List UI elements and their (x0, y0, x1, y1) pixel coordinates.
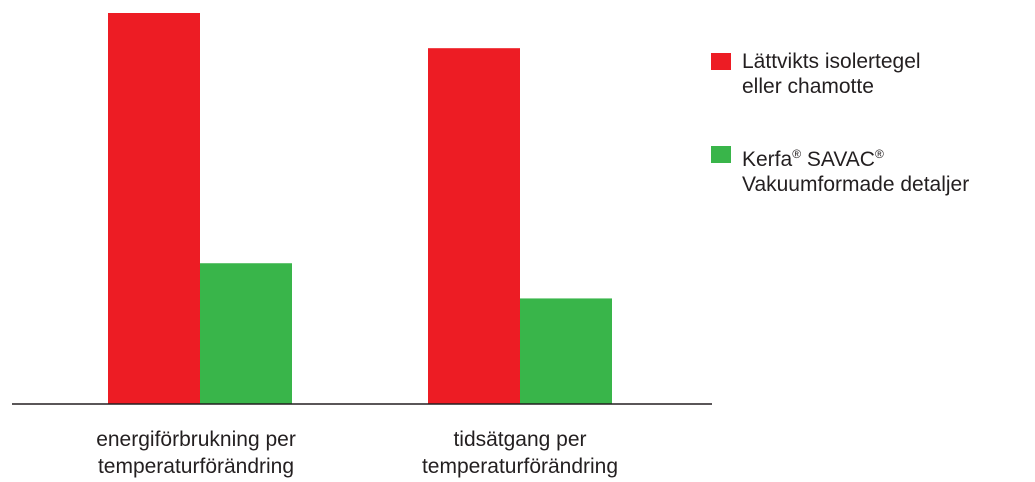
legend-kerfa-text: Kerfa® SAVAC® (742, 147, 884, 171)
x-tick-label-energy-line-2: temperaturförändring (97, 455, 295, 478)
legend-label-series-2-line-1: Kerfa® SAVAC® (742, 142, 969, 172)
legend-label-series-2: Kerfa® SAVAC® Vakuumformade detaljer (742, 142, 969, 197)
bar-series-2-category-2 (520, 298, 612, 404)
x-tick-label-time-line-1: tidsätgang per (453, 428, 587, 451)
bar-series-2-category-1 (200, 263, 292, 404)
bar-series-1-category-2 (428, 48, 520, 404)
legend-label-series-1-line-1: Lättvikts isolertegel (742, 50, 921, 73)
legend-swatch-red (711, 53, 731, 70)
x-tick-label-energy-line-1: energiförbrukning per (96, 428, 296, 451)
x-tick-label-energy: energiförbrukning per temperaturförändri… (46, 426, 346, 480)
legend-label-series-1: Lättvikts isolertegel eller chamotte (742, 49, 921, 99)
legend-label-series-2-line-2: Vakuumformade detaljer (742, 173, 970, 196)
x-tick-label-time: tidsätgang per temperaturförändring (370, 426, 670, 480)
x-tick-label-time-line-2: temperaturförändring (421, 455, 619, 478)
legend-label-series-1-line-2: eller chamotte (742, 75, 874, 98)
bar-series-1-category-1 (108, 13, 200, 404)
legend-swatch-green (711, 146, 731, 163)
bars-group (108, 13, 612, 404)
